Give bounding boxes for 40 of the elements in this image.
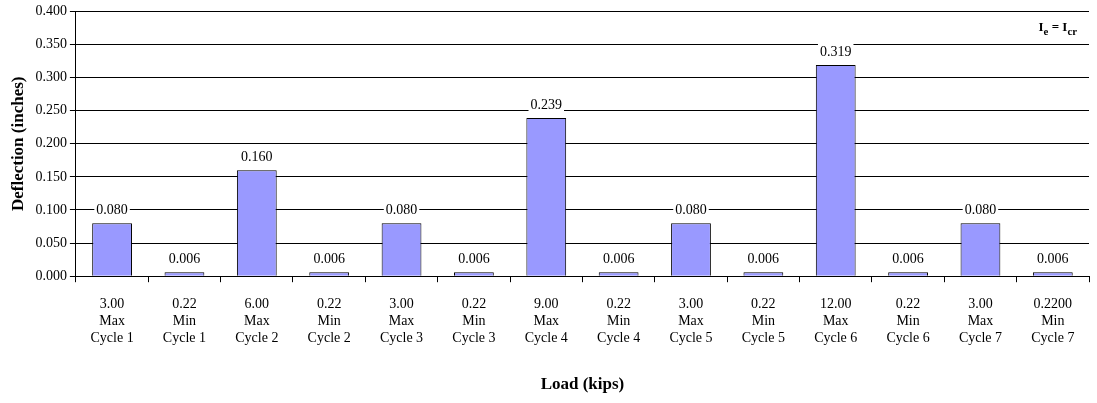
x-tick-label: 0.22 Min Cycle 5	[741, 296, 785, 345]
annotation: I$_{e}$ = I$_{cr}$	[1038, 19, 1077, 37]
x-axis-title: Load (kips)	[540, 374, 625, 394]
data-label: 0.319	[819, 43, 852, 59]
data-label: 0.080	[385, 201, 418, 217]
y-tick-label: 0.350	[35, 36, 67, 52]
x-tick-label: 0.22 Min Cycle 6	[886, 296, 930, 345]
y-tick-label: 0.150	[35, 168, 67, 184]
x-tick-label: 3.00 Max Cycle 5	[669, 296, 713, 345]
x-tick-label: 3.00 Max Cycle 1	[90, 296, 134, 345]
data-label: 0.006	[1037, 250, 1069, 266]
y-axis-title: Deflection (inches)	[7, 76, 27, 212]
x-tick-label: 0.22 Min Cycle 3	[452, 296, 496, 345]
x-tick-label: 6.00 Max Cycle 2	[235, 296, 279, 345]
x-tick-label: 3.00 Max Cycle 3	[379, 296, 424, 345]
x-tick-label: 12.00 Max Cycle 6	[814, 296, 858, 345]
y-tick-label: 0.100	[35, 201, 67, 217]
y-tick-label: 0.400	[35, 3, 67, 19]
data-label: 0.006	[602, 250, 635, 266]
x-tick-label: 0.22 Min Cycle 4	[597, 296, 641, 345]
data-label: 0.080	[96, 201, 128, 217]
y-tick-label: 0.050	[35, 234, 67, 250]
data-label: 0.080	[675, 201, 707, 217]
data-label: 0.006	[747, 250, 780, 266]
data-label: 0.080	[964, 201, 997, 217]
data-label: 0.006	[313, 250, 345, 266]
x-tick-label: 0.22 Min Cycle 1	[162, 296, 207, 345]
x-tick-label: 3.00 Max Cycle 7	[958, 296, 1003, 345]
y-tick-label: 0.250	[35, 102, 67, 118]
y-tick-label: 0.300	[35, 69, 67, 85]
x-tick-label: 0.22 Min Cycle 2	[307, 296, 351, 345]
x-tick-label: 0.2200 Min Cycle 7	[1031, 296, 1075, 345]
x-tick-label: 9.00 Max Cycle 4	[524, 296, 568, 345]
y-tick-label: 0.200	[35, 135, 67, 151]
data-label: 0.006	[458, 250, 490, 266]
data-label: 0.160	[241, 148, 273, 164]
data-label: 0.239	[530, 96, 563, 112]
data-label: 0.006	[892, 250, 924, 266]
data-label: 0.006	[168, 250, 201, 266]
y-tick-label: 0.000	[35, 267, 67, 283]
